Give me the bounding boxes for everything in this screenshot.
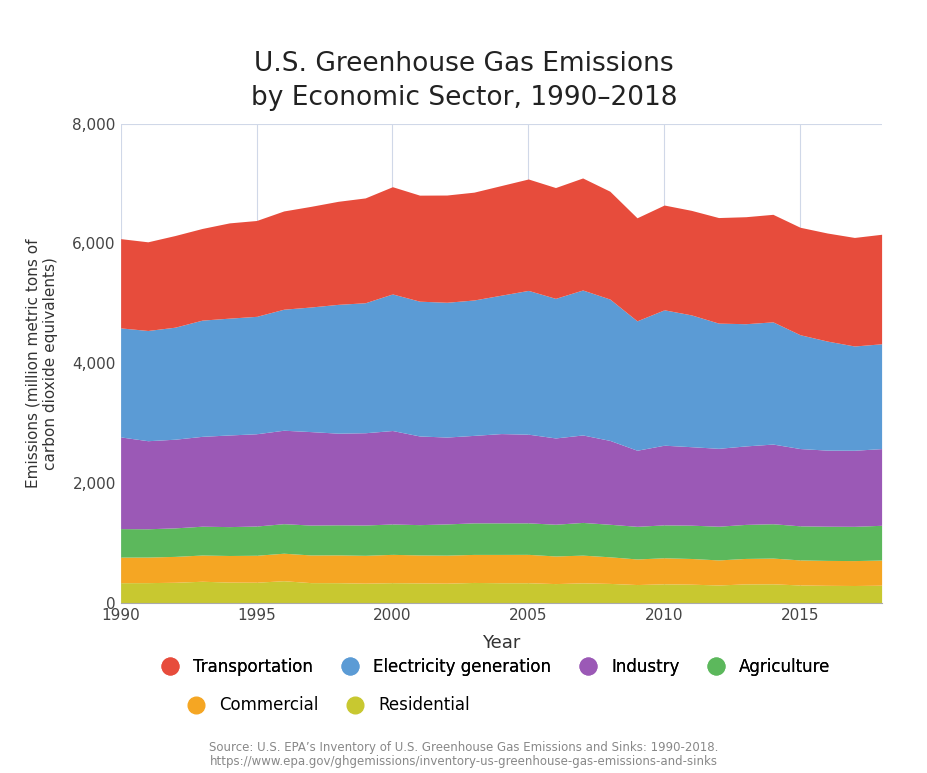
Text: U.S. Greenhouse Gas Emissions
by Economic Sector, 1990–2018: U.S. Greenhouse Gas Emissions by Economi… bbox=[250, 51, 677, 111]
Legend: Transportation, Electricity generation, Industry, Agriculture: Transportation, Electricity generation, … bbox=[153, 658, 830, 676]
Legend: Commercial, Residential: Commercial, Residential bbox=[179, 696, 470, 714]
Text: https://www.epa.gov/ghgemissions/inventory-us-greenhouse-gas-emissions-and-sinks: https://www.epa.gov/ghgemissions/invento… bbox=[210, 755, 717, 768]
Y-axis label: Emissions (million metric tons of
carbon dioxide equivalents): Emissions (million metric tons of carbon… bbox=[26, 239, 58, 488]
X-axis label: Year: Year bbox=[481, 634, 520, 652]
Text: Source: U.S. EPA’s Inventory of U.S. Greenhouse Gas Emissions and Sinks: 1990-20: Source: U.S. EPA’s Inventory of U.S. Gre… bbox=[210, 741, 717, 754]
